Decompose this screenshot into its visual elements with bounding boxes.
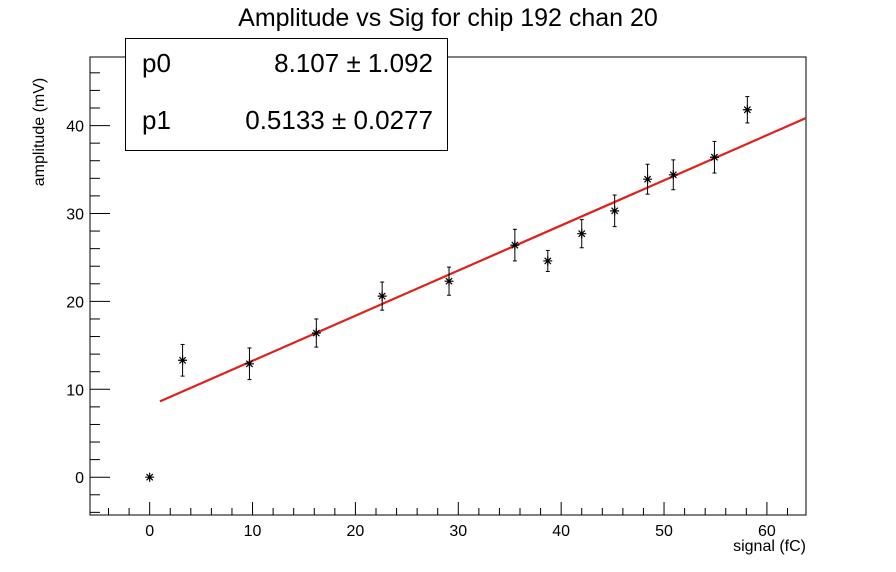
y-tick-label: 20 — [66, 294, 84, 311]
y-axis-label: amplitude (mV) — [31, 77, 48, 187]
point-marker — [145, 472, 155, 482]
x-tick-label: 40 — [552, 523, 570, 540]
point-marker — [610, 206, 620, 216]
point-marker — [668, 170, 678, 180]
point-marker — [311, 328, 321, 338]
data-point — [709, 140, 719, 174]
x-tick-label: 10 — [244, 523, 262, 540]
data-point — [668, 159, 678, 191]
fit-param-p1: p1 0.5133 ± 0.0277 — [126, 105, 447, 145]
point-marker — [444, 276, 454, 286]
point-marker — [377, 291, 387, 301]
x-tick-label: 20 — [347, 523, 365, 540]
y-tick-label: 30 — [66, 206, 84, 223]
point-marker — [543, 256, 553, 266]
y-axis-ticks: 0 10 20 30 40 — [66, 72, 110, 513]
point-marker — [643, 174, 653, 184]
data-point — [643, 163, 653, 195]
data-point — [577, 219, 587, 249]
y-tick-label: 10 — [66, 382, 84, 399]
x-tick-label: 30 — [449, 523, 467, 540]
p1-value: 0.5133 ± 0.0277 — [245, 105, 433, 135]
point-marker — [178, 355, 188, 365]
p1-label: p1 — [142, 105, 171, 135]
x-tick-label: 60 — [758, 523, 776, 540]
data-point — [444, 266, 454, 296]
p0-label: p0 — [142, 48, 171, 78]
fit-param-p0: p0 8.107 ± 1.092 — [126, 48, 447, 88]
data-point — [377, 281, 387, 311]
x-tick-label: 50 — [655, 523, 673, 540]
data-point — [244, 347, 254, 381]
data-point — [543, 249, 553, 272]
data-point — [178, 343, 188, 377]
x-tick-label: 0 — [145, 523, 154, 540]
x-axis-label: signal (fC) — [733, 538, 806, 555]
data-point — [311, 318, 321, 348]
y-tick-label: 40 — [66, 119, 84, 136]
point-marker — [742, 105, 752, 115]
data-point — [742, 96, 752, 124]
point-marker — [244, 359, 254, 369]
data-point — [610, 194, 620, 228]
fit-stats-box: p0 8.107 ± 1.092 p1 0.5133 ± 0.0277 — [125, 38, 448, 151]
point-marker — [577, 229, 587, 239]
data-point — [145, 472, 155, 482]
plot-frame — [89, 56, 807, 516]
p0-value: 8.107 ± 1.092 — [274, 48, 433, 78]
point-marker — [510, 240, 520, 250]
x-axis-ticks: 0 10 20 30 40 50 60 — [108, 502, 788, 540]
points-layer — [145, 96, 752, 482]
point-marker — [709, 152, 719, 162]
chart-title: Amplitude vs Sig for chip 192 chan 20 — [238, 4, 658, 32]
fit-line — [159, 117, 807, 403]
data-point — [510, 228, 520, 262]
fit-layer — [159, 117, 807, 403]
y-tick-label: 0 — [75, 470, 84, 487]
